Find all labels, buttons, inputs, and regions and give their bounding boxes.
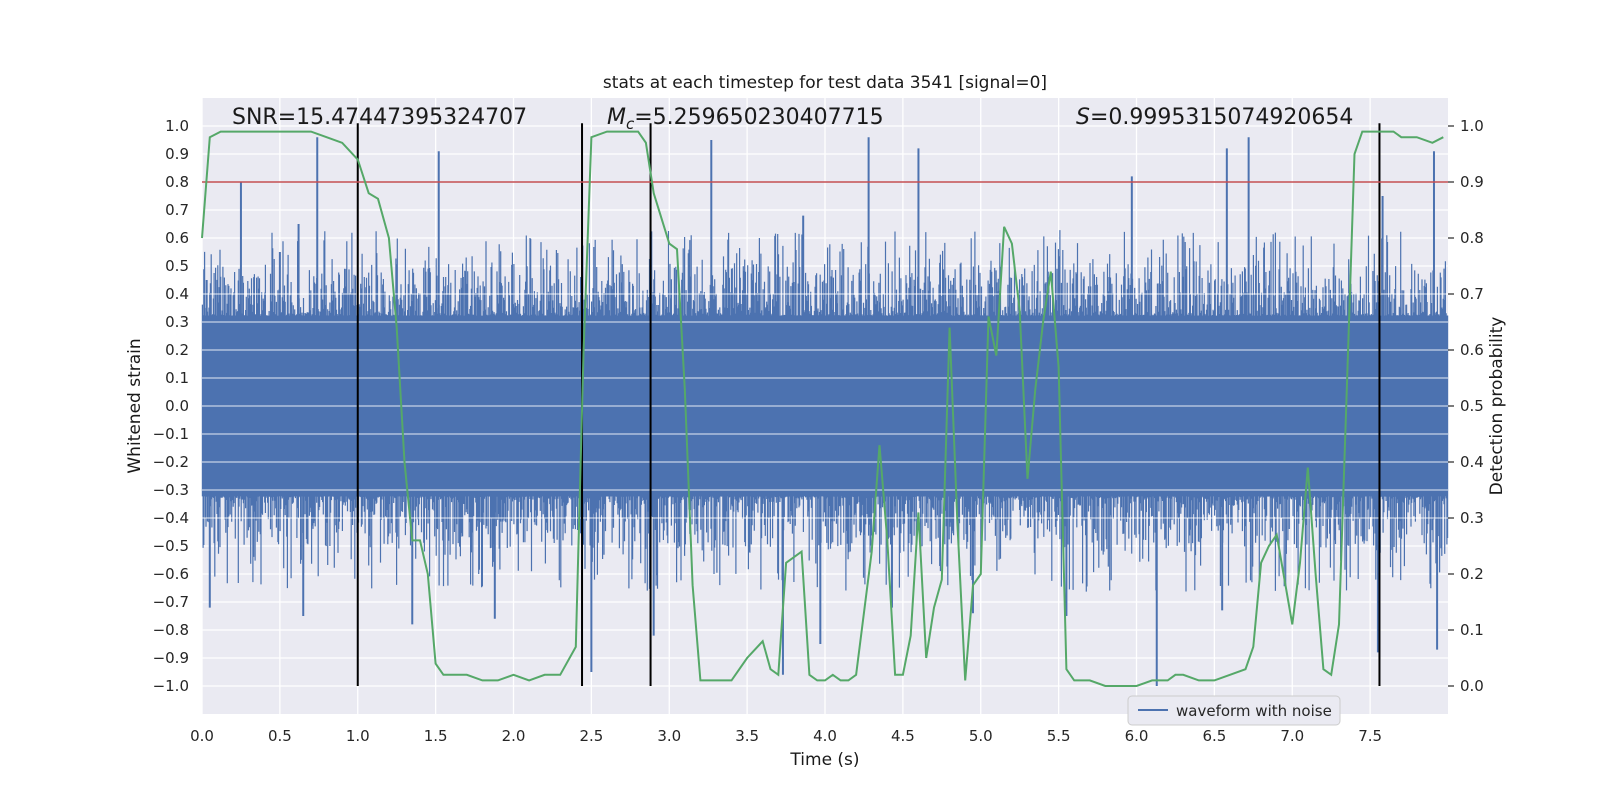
y-tick-label-5: 0.5 xyxy=(165,257,189,275)
y-tick-label-6: 0.4 xyxy=(165,285,189,303)
y-tick-label-4: 0.6 xyxy=(165,229,189,247)
y-tick-label-11: −0.1 xyxy=(153,425,189,443)
x-tick-label-8: 4.0 xyxy=(813,727,837,745)
y-right-tick-label-10: 0.0 xyxy=(1460,677,1484,695)
x-tick-label-13: 6.5 xyxy=(1202,727,1226,745)
chirp-mass-subscript: c xyxy=(626,115,635,133)
snr-annotation: SNR=15.47447395324707 xyxy=(232,105,527,130)
y-tick-label-12: −0.2 xyxy=(153,453,189,471)
overlap-symbol: S xyxy=(1076,105,1090,130)
legend-label: waveform with noise xyxy=(1176,702,1332,720)
y-right-tick-label-1: 0.9 xyxy=(1460,173,1484,191)
y-right-tick-label-4: 0.6 xyxy=(1460,341,1484,359)
x-axis-label: Time (s) xyxy=(789,750,859,770)
x-tick-label-10: 5.0 xyxy=(969,727,993,745)
y-tick-label-8: 0.2 xyxy=(165,341,189,359)
y-right-tick-label-8: 0.2 xyxy=(1460,565,1484,583)
waveform-with-noise-series xyxy=(201,137,1449,686)
y-tick-label-9: 0.1 xyxy=(165,369,189,387)
y-tick-label-2: 0.8 xyxy=(165,173,189,191)
y-axis-label: Whitened strain xyxy=(125,338,145,473)
y-right-axis-ticks: 1.0 0.9 0.8 0.7 0.6 0.5 0.4 0.3 0.2 0.1 0.0 xyxy=(1448,117,1484,695)
y-tick-label-7: 0.3 xyxy=(165,313,189,331)
y-tick-label-18: −0.8 xyxy=(153,621,189,639)
chart-title: stats at each timestep for test data 354… xyxy=(603,73,1047,93)
x-tick-label-1: 0.5 xyxy=(268,727,292,745)
y-tick-label-15: −0.5 xyxy=(153,537,189,555)
y-tick-label-16: −0.6 xyxy=(153,565,189,583)
detection-probability-series xyxy=(201,130,1444,687)
y-tick-label-10: 0.0 xyxy=(165,397,189,415)
x-tick-label-4: 2.0 xyxy=(502,727,526,745)
x-tick-label-0: 0.0 xyxy=(190,727,214,745)
y-right-tick-label-0: 1.0 xyxy=(1460,117,1484,135)
y-tick-label-0: 1.0 xyxy=(165,117,189,135)
x-tick-label-6: 3.0 xyxy=(657,727,681,745)
chirp-mass-value: =5.259650230407715 xyxy=(634,105,883,130)
y-right-tick-label-5: 0.5 xyxy=(1460,397,1484,415)
y-axis-ticks: 1.0 0.9 0.8 0.7 0.6 0.5 0.4 0.3 0.2 0.1 0.0 −0.1 −0.… xyxy=(153,117,189,695)
x-tick-label-11: 5.5 xyxy=(1047,727,1071,745)
y-tick-label-1: 0.9 xyxy=(165,145,189,163)
y-right-tick-label-6: 0.4 xyxy=(1460,453,1484,471)
x-tick-label-12: 6.0 xyxy=(1125,727,1149,745)
x-tick-label-14: 7.0 xyxy=(1280,727,1304,745)
y-tick-label-17: −0.7 xyxy=(153,593,189,611)
x-tick-label-7: 3.5 xyxy=(735,727,759,745)
y-right-tick-label-7: 0.3 xyxy=(1460,509,1484,527)
y-tick-label-3: 0.7 xyxy=(165,201,189,219)
legend: waveform with noise xyxy=(1127,695,1341,726)
x-tick-label-2: 1.0 xyxy=(346,727,370,745)
x-tick-label-9: 4.5 xyxy=(891,727,915,745)
x-tick-label-5: 2.5 xyxy=(579,727,603,745)
y-right-axis-label: Detection probability xyxy=(1487,317,1507,496)
legend-box xyxy=(1127,695,1341,726)
overlap-annotation: S=0.9995315074920654 xyxy=(1076,105,1353,130)
x-tick-label-3: 1.5 xyxy=(424,727,448,745)
x-tick-label-15: 7.5 xyxy=(1358,727,1382,745)
x-axis-ticks: 0.0 0.5 1.0 1.5 2.0 2.5 3.0 3.5 4.0 4.5 5.0 5.5 6.0 6… xyxy=(190,727,1382,745)
y-tick-label-13: −0.3 xyxy=(153,481,189,499)
chirp-mass-annotation: Mc=5.259650230407715 xyxy=(607,105,884,133)
y-right-tick-label-2: 0.8 xyxy=(1460,229,1484,247)
chirp-mass-symbol: M xyxy=(607,105,626,130)
y-tick-label-20: −1.0 xyxy=(153,677,189,695)
detection-probability-line xyxy=(201,130,1444,687)
y-right-tick-label-3: 0.7 xyxy=(1460,285,1484,303)
y-right-tick-label-9: 0.1 xyxy=(1460,621,1484,639)
y-tick-label-14: −0.4 xyxy=(153,509,189,527)
overlap-value: =0.9995315074920654 xyxy=(1090,105,1353,130)
y-tick-label-19: −0.9 xyxy=(153,649,189,667)
